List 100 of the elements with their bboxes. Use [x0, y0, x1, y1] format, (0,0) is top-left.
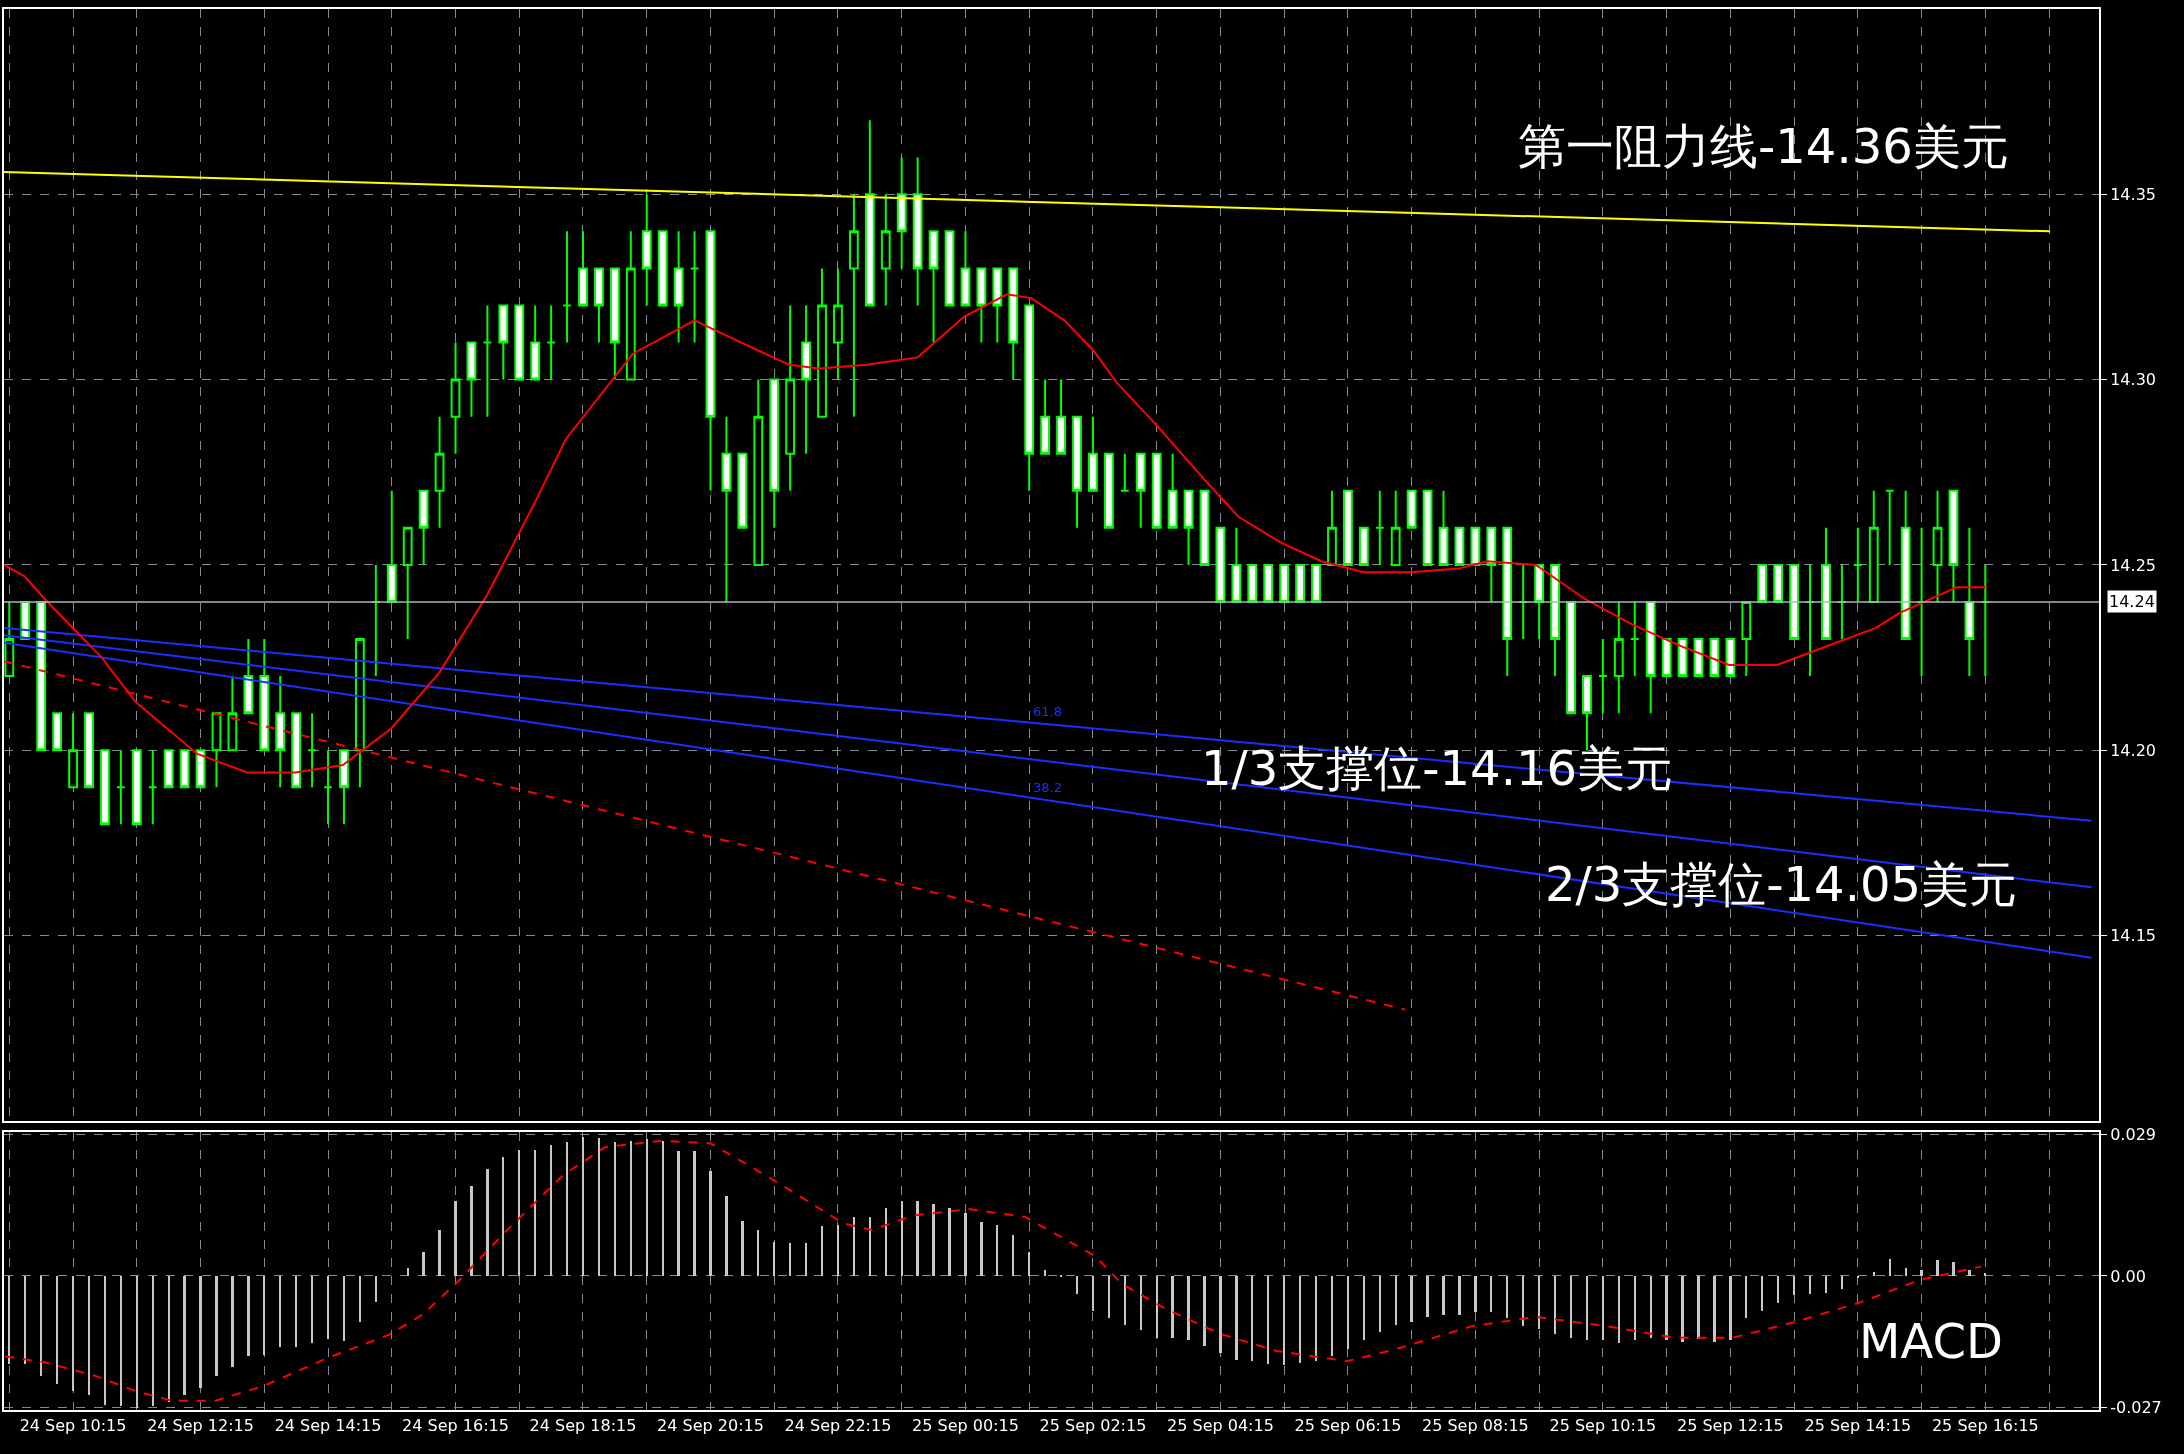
candlestick	[562, 230, 572, 344]
candlestick	[1390, 489, 1401, 566]
bar	[566, 1142, 568, 1277]
bar	[1474, 1276, 1477, 1313]
series-label: 61.8	[1033, 704, 1062, 719]
candlestick	[1868, 489, 1879, 603]
bar	[1761, 1276, 1763, 1312]
candlestick	[402, 526, 413, 641]
candlestick	[1374, 489, 1385, 566]
candlestick	[1119, 452, 1130, 492]
y-tick-label: 14.15	[2110, 926, 2157, 946]
y-tick-label: 14.30	[2110, 370, 2157, 390]
bar	[1187, 1276, 1190, 1341]
x-tick-label: 24 Sep 14:15	[274, 1416, 382, 1436]
x-tick-label: 24 Sep 10:15	[19, 1416, 127, 1436]
candlestick	[84, 712, 94, 789]
candlestick	[323, 749, 333, 826]
bar	[1920, 1270, 1923, 1277]
x-tick-label: 25 Sep 06:15	[1294, 1416, 1402, 1436]
bar	[1108, 1276, 1110, 1319]
annotation: MACD	[1859, 1313, 2003, 1369]
candlestick	[307, 712, 317, 789]
bar	[1426, 1276, 1429, 1318]
bar	[56, 1276, 58, 1385]
candlestick	[4, 600, 15, 678]
candlestick	[514, 304, 525, 381]
candlestick	[466, 341, 477, 418]
candlestick	[1757, 563, 1768, 603]
bar	[885, 1208, 887, 1277]
bar	[1442, 1276, 1445, 1316]
candlestick	[434, 415, 445, 529]
candlestick	[163, 749, 174, 789]
bar	[518, 1150, 520, 1277]
bar	[741, 1221, 744, 1277]
bar	[1602, 1276, 1604, 1341]
bar	[1506, 1276, 1508, 1319]
candlestick	[1613, 600, 1624, 715]
candlestick	[689, 230, 700, 344]
bar	[1044, 1270, 1046, 1277]
x-tick-label: 24 Sep 20:15	[657, 1416, 764, 1436]
bar	[630, 1141, 632, 1277]
candlestick	[1056, 378, 1066, 455]
bar	[1076, 1276, 1078, 1295]
bar	[1873, 1272, 1875, 1277]
y-tick-label: 0.029	[2110, 1125, 2157, 1145]
candlestick	[1725, 638, 1736, 678]
bar	[1219, 1276, 1222, 1354]
candlestick	[1358, 526, 1369, 566]
bar	[1379, 1276, 1381, 1333]
candlestick	[912, 156, 923, 307]
x-tick-label: 25 Sep 02:15	[1039, 1416, 1147, 1436]
x-tick-label: 25 Sep 16:15	[1931, 1416, 2039, 1436]
bar	[932, 1204, 935, 1277]
candlestick	[1884, 489, 1895, 566]
bar	[757, 1230, 759, 1277]
candlestick	[68, 712, 78, 789]
candlestick	[1311, 563, 1321, 603]
candlestick	[801, 304, 811, 455]
candlestick	[1900, 489, 1911, 641]
bar	[853, 1217, 855, 1277]
candlestick	[339, 749, 349, 826]
bar	[1905, 1268, 1907, 1277]
bar	[1331, 1276, 1333, 1357]
bar	[550, 1145, 552, 1277]
candlestick	[1024, 304, 1035, 492]
bar	[24, 1276, 26, 1365]
bar	[311, 1276, 313, 1344]
bar	[964, 1213, 967, 1277]
candlestick	[737, 452, 748, 529]
bar	[1697, 1276, 1700, 1340]
candlestick	[243, 638, 254, 715]
bar	[1889, 1259, 1891, 1277]
bar	[1968, 1270, 1971, 1277]
x-tick-label: 24 Sep 18:15	[529, 1416, 637, 1436]
bar	[709, 1171, 712, 1277]
bar	[1713, 1276, 1716, 1343]
bar	[295, 1276, 297, 1348]
candlestick	[1964, 526, 1975, 678]
candlestick	[131, 749, 142, 826]
bar	[231, 1276, 234, 1368]
bar	[646, 1139, 648, 1277]
bar	[677, 1151, 680, 1277]
y-tick-label: 14.25	[2110, 555, 2157, 575]
x-tick-label: 25 Sep 10:15	[1549, 1416, 1657, 1436]
bar	[502, 1157, 504, 1277]
candlestick	[896, 156, 907, 270]
candlestick	[354, 638, 365, 789]
candlestick	[769, 378, 780, 529]
candlestick	[546, 304, 557, 381]
candlestick	[386, 489, 397, 603]
bar	[534, 1150, 536, 1277]
candlestick	[482, 304, 493, 418]
bar	[359, 1276, 361, 1323]
bar	[8, 1276, 10, 1365]
bar	[120, 1276, 122, 1407]
bar	[1841, 1276, 1843, 1290]
candlestick	[753, 378, 764, 566]
candlestick	[1773, 563, 1784, 603]
candlestick	[641, 193, 652, 307]
annotation: 第一阻力线-14.36美元	[1518, 118, 2009, 174]
